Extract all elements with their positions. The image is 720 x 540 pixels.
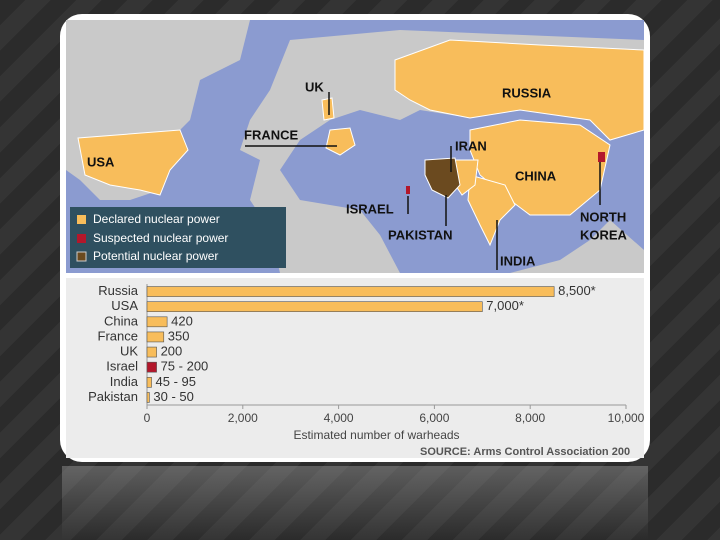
- map-label: IRAN: [455, 138, 487, 153]
- value-label: 420: [171, 313, 193, 328]
- legend-swatch: [77, 234, 86, 243]
- bar: [146, 361, 157, 373]
- map-label: INDIA: [500, 253, 536, 268]
- category-label: Israel: [106, 359, 138, 374]
- bar: [146, 286, 555, 297]
- map: UK RUSSIA FRANCE USA IRAN CHINA ISRAEL P…: [66, 20, 644, 273]
- category-label: UK: [120, 344, 138, 359]
- reflection: [62, 466, 648, 540]
- india-shape: [467, 174, 516, 247]
- map-label: FRANCE: [244, 127, 298, 142]
- bar: [146, 377, 152, 388]
- bar: [146, 346, 157, 358]
- north-korea-shape: [598, 152, 605, 162]
- category-label: Russia: [98, 283, 139, 298]
- russia-shape: [394, 39, 644, 141]
- bar: [146, 316, 168, 328]
- x-axis-title: Estimated number of warheads: [293, 428, 459, 442]
- legend-label: Declared nuclear power: [93, 212, 220, 226]
- leader-lines: [245, 92, 601, 270]
- israel-shape: [406, 186, 410, 194]
- map-label: UK: [305, 79, 324, 94]
- category-label: China: [104, 313, 139, 328]
- usa-shape: [77, 129, 189, 196]
- map-label: PAKISTAN: [388, 227, 453, 242]
- category-label: USA: [111, 298, 138, 313]
- category-label: France: [98, 328, 138, 343]
- x-tick-label: 0: [144, 411, 151, 425]
- x-tick-label: 10,000: [608, 411, 645, 425]
- chart: 0 2,000 4,000 6,000 8,000 10,000 Estimated num…: [88, 283, 645, 458]
- map-label: NORTH: [580, 209, 626, 224]
- x-tick-label: 6,000: [419, 411, 449, 425]
- x-tick-label: 8,000: [515, 411, 545, 425]
- legend-label: Potential nuclear power: [93, 249, 218, 263]
- legend-swatch: [77, 215, 86, 224]
- category-label: Pakistan: [88, 389, 138, 404]
- category-label: India: [110, 374, 139, 389]
- legend: [70, 207, 286, 268]
- bar: [146, 331, 165, 343]
- x-tick-label: 2,000: [228, 411, 258, 425]
- value-label: 200: [161, 344, 183, 359]
- map-label: KOREA: [580, 227, 628, 242]
- legend-swatch: [76, 251, 87, 262]
- value-label: 7,000*: [486, 298, 524, 313]
- map-label: CHINA: [515, 168, 557, 183]
- x-tick-label: 4,000: [324, 411, 354, 425]
- bar: [146, 301, 483, 312]
- map-label: USA: [87, 154, 115, 169]
- value-label: 30 - 50: [153, 389, 193, 404]
- france-shape: [325, 127, 356, 156]
- value-label: 45 - 95: [156, 374, 196, 389]
- value-label: 350: [168, 328, 190, 343]
- legend-label: Suspected nuclear power: [93, 231, 228, 245]
- map-label: RUSSIA: [502, 85, 552, 100]
- bar: [146, 392, 150, 403]
- value-label: 75 - 200: [161, 359, 209, 374]
- uk-shape: [321, 97, 335, 121]
- map-label: ISRAEL: [346, 201, 394, 216]
- value-label: 8,500*: [558, 283, 596, 298]
- source: SOURCE: Arms Control Association 200: [420, 446, 630, 458]
